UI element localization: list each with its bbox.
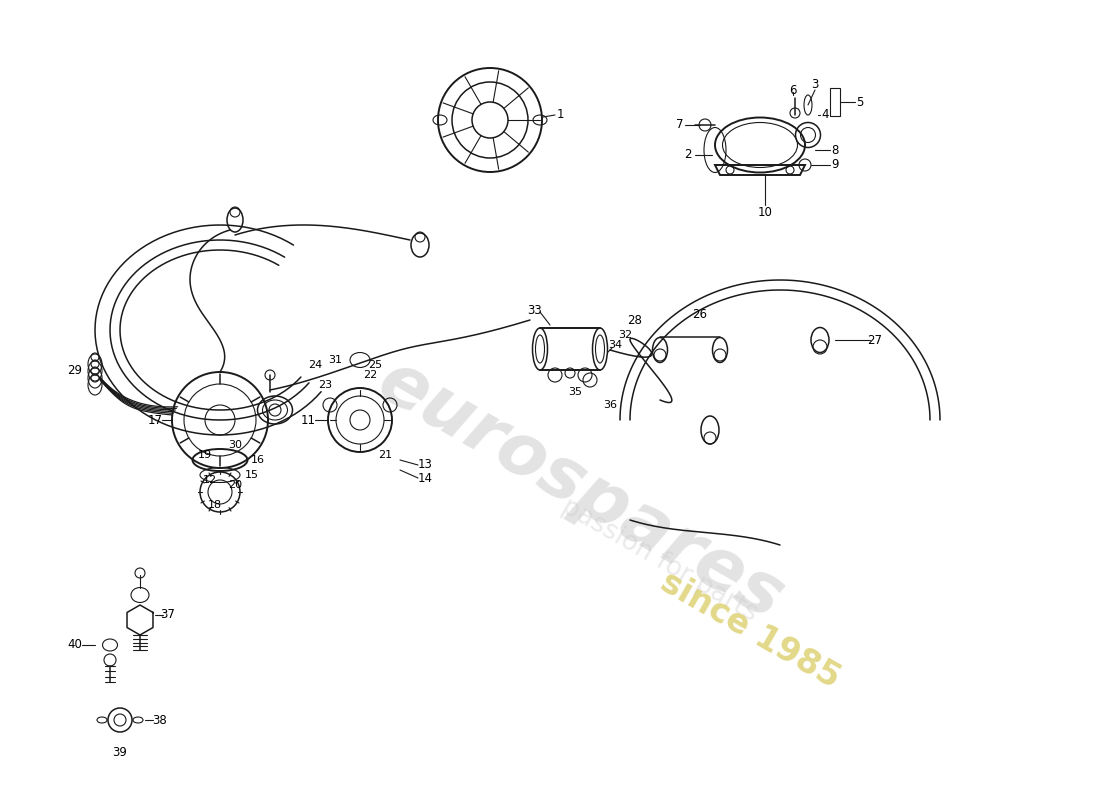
- Text: 5: 5: [856, 95, 864, 109]
- Text: 38: 38: [153, 714, 167, 726]
- Text: 33: 33: [528, 303, 542, 317]
- Text: 3: 3: [812, 78, 818, 91]
- Text: 20: 20: [228, 480, 242, 490]
- Text: 34: 34: [608, 340, 623, 350]
- Text: 37: 37: [161, 609, 175, 622]
- Text: 12: 12: [202, 475, 217, 485]
- Text: 24: 24: [308, 360, 322, 370]
- Text: 4: 4: [822, 109, 828, 122]
- Text: 19: 19: [198, 450, 212, 460]
- Text: 31: 31: [328, 355, 342, 365]
- Text: 39: 39: [112, 746, 128, 758]
- Text: 10: 10: [758, 206, 772, 218]
- Text: 13: 13: [418, 458, 432, 471]
- Text: 17: 17: [147, 414, 163, 426]
- Text: 15: 15: [245, 470, 258, 480]
- Text: 36: 36: [603, 400, 617, 410]
- Text: since 1985: since 1985: [654, 566, 846, 694]
- Text: 8: 8: [832, 143, 838, 157]
- Text: 25: 25: [367, 360, 382, 370]
- Text: 9: 9: [832, 158, 838, 171]
- Text: 32: 32: [618, 330, 632, 340]
- Text: 7: 7: [676, 118, 684, 131]
- Text: 22: 22: [363, 370, 377, 380]
- Text: 27: 27: [868, 334, 882, 346]
- Text: 14: 14: [418, 471, 432, 485]
- Text: 28: 28: [628, 314, 642, 326]
- Text: passion for parts: passion for parts: [558, 494, 762, 626]
- Text: 35: 35: [568, 387, 582, 397]
- Text: 40: 40: [67, 638, 82, 651]
- Text: 23: 23: [318, 380, 332, 390]
- Text: 6: 6: [790, 83, 796, 97]
- Text: 30: 30: [228, 440, 242, 450]
- Text: 16: 16: [251, 455, 265, 465]
- Text: 1: 1: [557, 109, 563, 122]
- Text: 2: 2: [684, 149, 692, 162]
- Text: 21: 21: [378, 450, 392, 460]
- Text: 29: 29: [67, 363, 82, 377]
- Text: 11: 11: [300, 414, 316, 426]
- Bar: [830, 88, 840, 116]
- Text: eurospares: eurospares: [365, 346, 795, 634]
- Text: 18: 18: [208, 500, 222, 510]
- Text: 26: 26: [693, 309, 707, 322]
